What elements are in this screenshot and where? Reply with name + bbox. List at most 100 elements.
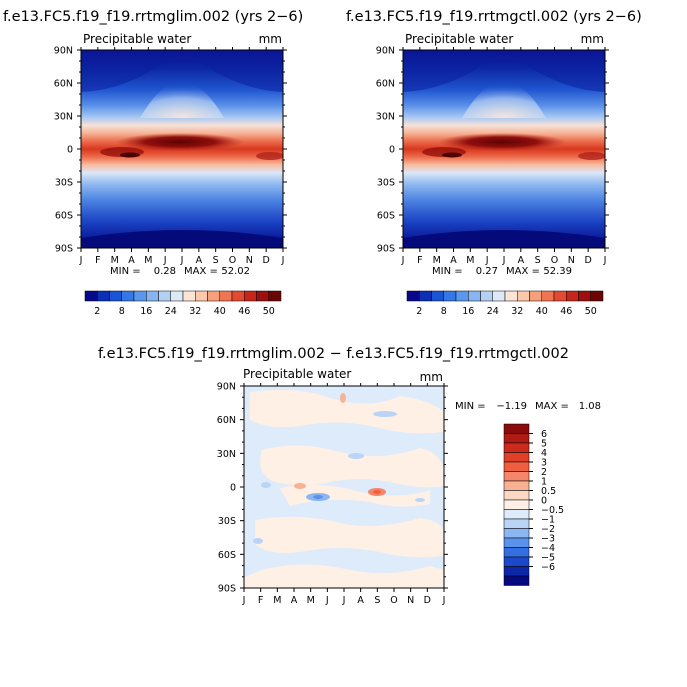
x-tick-label: J xyxy=(603,255,607,266)
x-tick-label: F xyxy=(258,595,263,606)
x-tick-label: J xyxy=(180,255,184,266)
legend-swatch xyxy=(109,290,122,302)
y-tick-label: 30N xyxy=(54,112,73,123)
x-tick-label: S xyxy=(535,255,541,266)
y-tick-label: 0 xyxy=(230,483,236,494)
legend-swatch xyxy=(503,509,530,520)
x-tick-label: J xyxy=(281,255,285,266)
panel-diff-min: −1.19 xyxy=(496,401,527,412)
legend-swatch xyxy=(590,290,604,302)
x-tick-label: M xyxy=(144,255,152,266)
x-tick-label: M xyxy=(273,595,281,606)
x-tick-label: A xyxy=(357,595,364,606)
legend-swatch xyxy=(480,290,493,302)
x-tick-label: F xyxy=(417,255,422,266)
x-tick-label: J xyxy=(242,595,246,606)
panel-diff-units: mm xyxy=(420,370,443,384)
y-tick-label: 60S xyxy=(377,211,395,222)
legend-swatch xyxy=(468,290,481,302)
legend-swatch xyxy=(566,290,579,302)
x-tick-label: A xyxy=(291,595,298,606)
legend-swatch xyxy=(503,537,530,548)
legend-label: 1 xyxy=(541,477,547,488)
legend-swatch xyxy=(503,499,530,510)
legend-label: 32 xyxy=(511,306,523,317)
panel-diff-max: 1.08 xyxy=(579,401,601,412)
legend-swatch xyxy=(503,528,530,539)
y-tick-label: 90N xyxy=(376,46,395,57)
legend-label: 2 xyxy=(94,306,100,317)
x-tick-label: J xyxy=(485,255,489,266)
panel-right-max-label: MAX = xyxy=(506,266,540,277)
y-tick-label: 90S xyxy=(377,244,395,255)
x-tick-label: M xyxy=(111,255,119,266)
legend-swatch xyxy=(146,290,159,302)
legend-swatch xyxy=(517,290,530,302)
x-tick-label: A xyxy=(196,255,203,266)
y-tick-label: 60N xyxy=(54,79,73,90)
panel-right-subtitle: Precipitable water xyxy=(405,32,513,46)
x-tick-label: N xyxy=(246,255,253,266)
legend-swatch xyxy=(121,290,135,302)
y-tick-label: 0 xyxy=(67,145,73,156)
panel-left-min: 0.28 xyxy=(154,266,176,277)
legend-label: 24 xyxy=(165,306,177,317)
legend-swatch xyxy=(455,290,469,302)
legend-swatch xyxy=(419,290,432,302)
x-tick-label: S xyxy=(213,255,219,266)
legend-swatch xyxy=(503,556,530,567)
x-tick-label: M xyxy=(433,255,441,266)
panel-right-field xyxy=(403,50,605,248)
panel-right-max: 52.39 xyxy=(543,266,572,277)
x-tick-label: M xyxy=(307,595,315,606)
legend-label: −0.5 xyxy=(541,505,564,516)
y-tick-label: 30N xyxy=(376,112,395,123)
legend-swatch xyxy=(503,471,530,482)
x-tick-label: J xyxy=(442,595,446,606)
x-tick-label: J xyxy=(325,595,329,606)
legend-label: 4 xyxy=(541,448,547,459)
legend-label: 5 xyxy=(541,439,547,450)
y-tick-label: 0 xyxy=(389,145,395,156)
legend-label: −6 xyxy=(541,562,555,573)
legend-label: 50 xyxy=(263,306,275,317)
panel-left-units: mm xyxy=(259,32,282,46)
panel-right-title: f.e13.FC5.f19_f19.rrtmgctl.002 (yrs 2−6) xyxy=(346,9,642,25)
panel-left-field xyxy=(81,50,283,248)
legend-swatch xyxy=(503,461,530,472)
legend-label: −2 xyxy=(541,524,555,535)
x-tick-label: J xyxy=(401,255,405,266)
legend-label: 8 xyxy=(441,306,447,317)
y-tick-label: 30S xyxy=(377,178,395,189)
y-tick-label: 60S xyxy=(218,550,236,561)
legend-swatch xyxy=(553,290,567,302)
legend-swatch xyxy=(443,290,457,302)
legend-swatch xyxy=(503,490,530,501)
panel-diff-min-label: MIN = xyxy=(455,401,486,412)
y-tick-label: 60S xyxy=(55,211,73,222)
panel-diff-subtitle: Precipitable water xyxy=(243,367,351,381)
x-tick-label: J xyxy=(502,255,506,266)
x-tick-label: N xyxy=(568,255,575,266)
legend-swatch xyxy=(503,452,530,463)
y-tick-label: 60N xyxy=(217,415,236,426)
y-tick-label: 30S xyxy=(218,516,236,527)
y-tick-label: 30S xyxy=(55,178,73,189)
legend-swatch xyxy=(133,290,147,302)
x-tick-label: S xyxy=(374,595,380,606)
legend-label: 40 xyxy=(214,306,226,317)
legend-swatch xyxy=(195,290,208,302)
panel-left-min-label: MIN = xyxy=(110,266,141,277)
x-tick-label: J xyxy=(342,595,346,606)
x-tick-label: O xyxy=(551,255,558,266)
panel-left-max: 52.02 xyxy=(221,266,250,277)
legend-label: −4 xyxy=(541,543,555,554)
legend-swatch xyxy=(182,290,196,302)
legend-label: 0 xyxy=(541,496,547,507)
legend-label: −3 xyxy=(541,534,555,545)
legend-label: 50 xyxy=(585,306,597,317)
legend-swatch xyxy=(492,290,506,302)
legend-swatch xyxy=(541,290,555,302)
